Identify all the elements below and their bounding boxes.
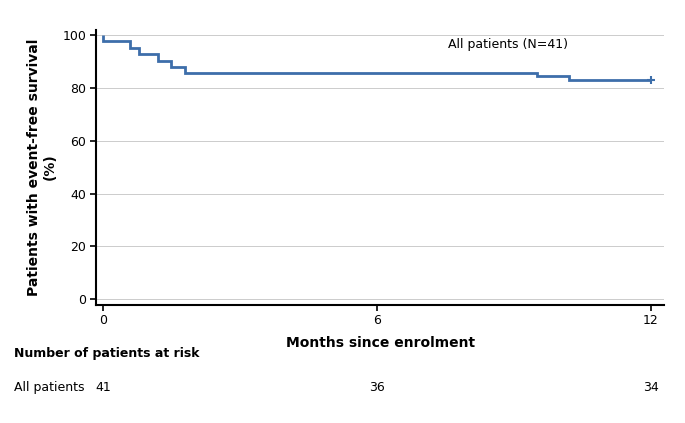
Text: Number of patients at risk: Number of patients at risk [14, 347, 199, 360]
Text: All patients: All patients [14, 381, 84, 394]
Text: 36: 36 [369, 381, 384, 394]
Text: All patients (N=41): All patients (N=41) [449, 38, 569, 51]
Y-axis label: Patients with event-free survival
(%): Patients with event-free survival (%) [27, 38, 57, 296]
Text: 34: 34 [643, 381, 658, 394]
Text: 41: 41 [95, 381, 110, 394]
X-axis label: Months since enrolment: Months since enrolment [286, 335, 475, 350]
